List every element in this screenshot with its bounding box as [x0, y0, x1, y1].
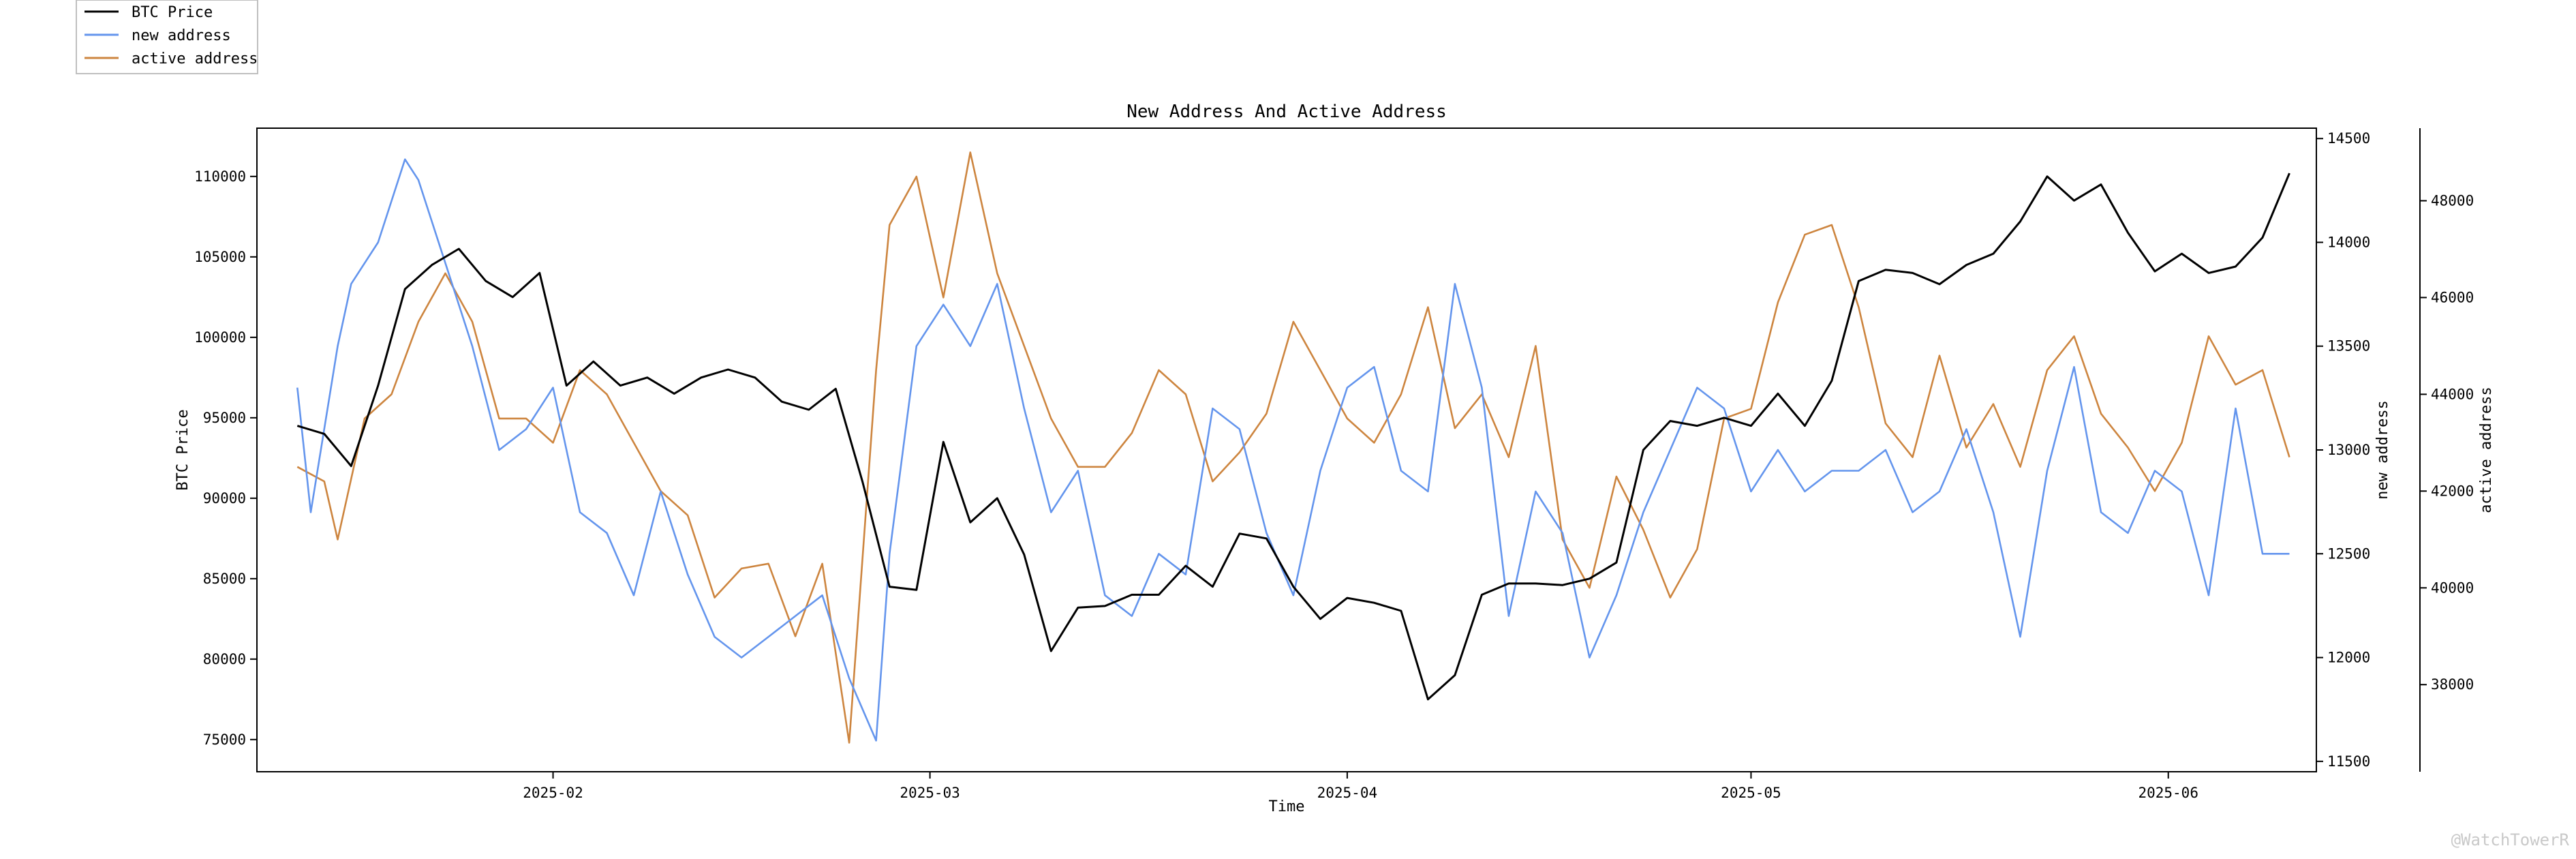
btc-tick-label: 110000: [194, 168, 246, 185]
newaddr-tick-label: 13000: [2327, 442, 2370, 458]
btc-tick-label: 95000: [203, 410, 246, 426]
btc-tick-label: 105000: [194, 249, 246, 265]
active-tick-label: 42000: [2431, 483, 2474, 499]
x-tick-label: 2025-03: [900, 785, 960, 801]
newaddr-tick-label: 14500: [2327, 130, 2370, 147]
series-line-active-address: [296, 151, 2290, 744]
series-line-btc-price: [296, 172, 2290, 701]
btc-price-axis-ticks: 75000 80000 85000 90000 95000 100000 105000 110…: [194, 168, 257, 748]
chart-title: New Address And Active Address: [1126, 102, 1447, 122]
new-address-axis-ticks: 11500 12000 12500 13000 13500 14000 14500: [2316, 130, 2370, 770]
new-address-axis-label: new address: [2374, 400, 2391, 500]
active-tick-label: 38000: [2431, 676, 2474, 693]
legend: BTC Price new address active address: [76, 0, 258, 74]
series-layer: [296, 151, 2290, 744]
active-tick-label: 46000: [2431, 289, 2474, 305]
series-line-new-address: [296, 158, 2290, 742]
btc-tick-label: 85000: [203, 571, 246, 587]
newaddr-tick-label: 11500: [2327, 753, 2370, 770]
newaddr-tick-label: 13500: [2327, 338, 2370, 355]
btc-price-axis-label: BTC Price: [174, 409, 191, 490]
legend-label-btc-price: BTC Price: [132, 4, 213, 21]
active-address-axis-label: active address: [2478, 387, 2495, 513]
newaddr-tick-label: 12000: [2327, 650, 2370, 666]
x-axis-ticks: 2025-02 2025-03 2025-04 2025-05 2025-06: [523, 772, 2198, 801]
legend-label-new-address: new address: [132, 27, 231, 44]
x-tick-label: 2025-05: [1721, 785, 1781, 801]
legend-label-active-address: active address: [132, 50, 258, 67]
newaddr-tick-label: 12500: [2327, 545, 2370, 562]
btc-tick-label: 75000: [203, 732, 246, 748]
x-tick-label: 2025-06: [2138, 785, 2198, 801]
x-tick-label: 2025-02: [523, 785, 583, 801]
btc-tick-label: 80000: [203, 651, 246, 667]
btc-tick-label: 90000: [203, 490, 246, 507]
watermark: @WatchTowerR: [2451, 830, 2570, 849]
active-tick-label: 48000: [2431, 192, 2474, 209]
x-axis-label: Time: [1269, 798, 1305, 815]
newaddr-tick-label: 14000: [2327, 234, 2370, 250]
active-tick-label: 44000: [2431, 386, 2474, 402]
x-tick-label: 2025-04: [1317, 785, 1378, 801]
btc-tick-label: 100000: [194, 329, 246, 346]
active-tick-label: 40000: [2431, 579, 2474, 596]
active-address-axis-ticks: 38000 40000 42000 44000 46000 48000: [2420, 192, 2474, 693]
